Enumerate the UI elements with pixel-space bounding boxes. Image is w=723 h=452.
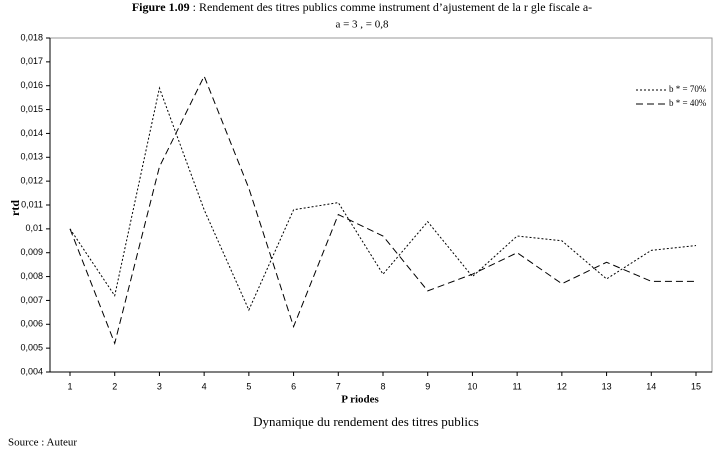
- x-tick-label: 7: [336, 381, 341, 391]
- y-tick-label: 0,009: [20, 247, 43, 257]
- y-tick-label: 0,018: [20, 32, 43, 42]
- y-tick-label: 0,014: [20, 128, 43, 138]
- x-axis-label: P riodes: [341, 394, 379, 406]
- source: Source : Auteur: [8, 437, 77, 449]
- legend-label: b * = 70%: [669, 84, 707, 94]
- x-tick-label: 3: [157, 381, 162, 391]
- legend-label: b * = 40%: [669, 98, 707, 108]
- x-tick-label: 14: [646, 381, 656, 391]
- y-tick-label: 0,004: [20, 366, 43, 376]
- x-tick-label: 11: [512, 381, 521, 391]
- x-tick-label: 12: [557, 381, 567, 391]
- y-tick-label: 0,011: [21, 199, 43, 209]
- y-tick-label: 0,017: [20, 56, 43, 66]
- x-tick-label: 9: [425, 381, 430, 391]
- x-tick-label: 1: [67, 381, 72, 391]
- series-line: [69, 74, 696, 346]
- chart-subtitle: : Rendement des titres publics comme ins…: [193, 0, 593, 14]
- y-axis-label: rtd: [8, 200, 22, 216]
- series-line: [69, 86, 697, 312]
- y-tick-label: 0,007: [20, 295, 43, 305]
- x-tick-label: 2: [112, 381, 117, 391]
- chart-subtitle2: a = 3 , = 0,8: [335, 19, 389, 31]
- x-tick-label: 10: [467, 381, 477, 391]
- x-tick-label: 4: [202, 381, 207, 391]
- y-tick-label: 0,013: [20, 152, 43, 162]
- chart-title-line: Figure 1.09 : Rendement des titres publi…: [132, 0, 592, 14]
- x-tick-label: 13: [602, 381, 612, 391]
- x-tick-label: 15: [691, 381, 701, 391]
- y-tick-label: 0,016: [20, 80, 43, 90]
- y-tick-label: 0,008: [20, 271, 43, 281]
- y-tick-label: 0,006: [20, 319, 43, 329]
- y-tick-label: 0,01: [25, 223, 43, 233]
- y-tick-label: 0,015: [20, 104, 43, 114]
- x-tick-label: 5: [246, 381, 251, 391]
- x-tick-label: 6: [291, 381, 296, 391]
- y-tick-label: 0,005: [20, 343, 43, 353]
- caption: Dynamique du rendement des titres public…: [253, 414, 479, 429]
- x-tick-label: 8: [380, 381, 385, 391]
- y-tick-label: 0,012: [20, 176, 43, 186]
- chart-title: Figure 1.09: [132, 0, 190, 14]
